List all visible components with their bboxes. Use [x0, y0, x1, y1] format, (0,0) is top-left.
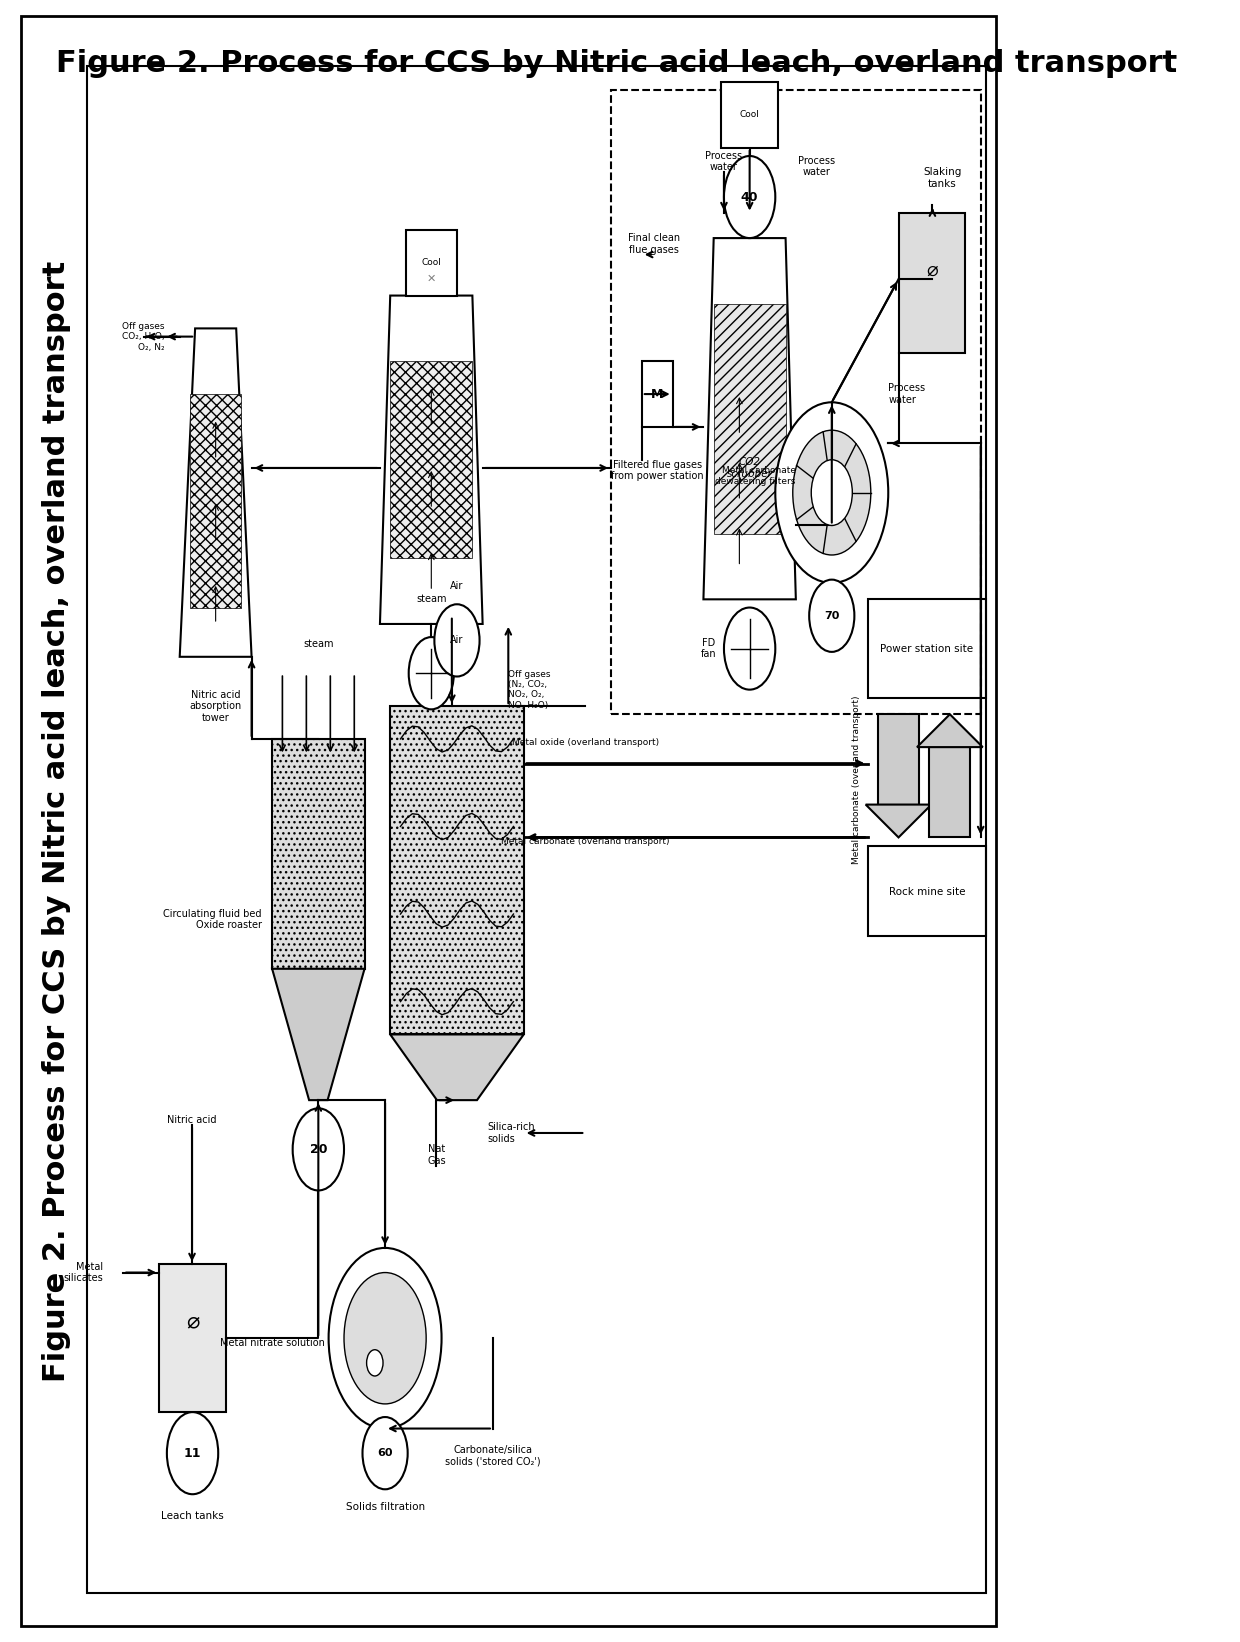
Text: ⌀: ⌀: [926, 261, 937, 279]
Polygon shape: [180, 328, 252, 657]
Text: Final clean
flue gases: Final clean flue gases: [629, 233, 681, 255]
Polygon shape: [866, 805, 931, 837]
Text: 70: 70: [825, 611, 839, 621]
Text: Nitric acid: Nitric acid: [167, 1115, 217, 1125]
Text: Slaking
tanks: Slaking tanks: [923, 167, 961, 189]
Bar: [642, 361, 672, 427]
Bar: [720, 82, 779, 148]
Text: Filtered flue gases
from power station: Filtered flue gases from power station: [611, 460, 703, 481]
Circle shape: [367, 1350, 383, 1376]
Bar: [272, 739, 365, 969]
Bar: [159, 1264, 226, 1412]
Text: FD
fan: FD fan: [701, 637, 717, 660]
Text: Circulating fluid bed
Oxide roaster: Circulating fluid bed Oxide roaster: [164, 908, 262, 931]
Circle shape: [343, 1273, 427, 1404]
Polygon shape: [918, 714, 983, 747]
Text: Air: Air: [450, 581, 464, 591]
Text: Nat
Gas: Nat Gas: [427, 1144, 445, 1166]
Text: Metal carbonate
dewatering filters: Metal carbonate dewatering filters: [715, 466, 796, 486]
Bar: [929, 747, 971, 837]
Text: Rock mine site: Rock mine site: [889, 887, 965, 897]
Text: Cool: Cool: [422, 258, 441, 268]
Bar: [391, 706, 523, 1034]
Text: Leach tanks: Leach tanks: [161, 1511, 224, 1520]
Text: 11: 11: [184, 1447, 201, 1460]
Text: Figure 2. Process for CCS by Nitric acid leach, overland transport: Figure 2. Process for CCS by Nitric acid…: [42, 261, 71, 1381]
Bar: [87, 66, 986, 1593]
Bar: [868, 599, 986, 698]
Text: Metal
silicates: Metal silicates: [63, 1261, 103, 1284]
Bar: [899, 213, 965, 353]
Text: Carbonate/silica
solids ('stored CO₂'): Carbonate/silica solids ('stored CO₂'): [445, 1445, 541, 1466]
Polygon shape: [391, 1034, 523, 1100]
Circle shape: [775, 402, 888, 583]
Circle shape: [724, 156, 775, 238]
Text: steam: steam: [303, 639, 334, 649]
Text: ✕: ✕: [427, 274, 436, 284]
Text: Nitric acid
absorption
tower: Nitric acid absorption tower: [190, 690, 242, 722]
Text: CO2
scrubber: CO2 scrubber: [727, 456, 773, 479]
Text: 60: 60: [377, 1448, 393, 1458]
Circle shape: [329, 1248, 441, 1429]
Text: Solids filtration: Solids filtration: [346, 1502, 424, 1512]
Polygon shape: [703, 238, 796, 599]
Circle shape: [167, 1412, 218, 1494]
Polygon shape: [379, 296, 482, 624]
Bar: [714, 304, 786, 534]
Text: Metal nitrate solution: Metal nitrate solution: [219, 1338, 325, 1348]
Text: Off gases
CO₂, H₂O,
O₂, N₂: Off gases CO₂, H₂O, O₂, N₂: [122, 322, 165, 351]
Text: M: M: [651, 388, 663, 401]
Text: 20: 20: [310, 1143, 327, 1156]
Text: Metal carbonate (overland transport): Metal carbonate (overland transport): [852, 696, 861, 864]
Text: Process
water: Process water: [888, 383, 925, 406]
Text: Silica-rich
solids: Silica-rich solids: [487, 1121, 536, 1144]
Text: ⌀: ⌀: [186, 1312, 200, 1332]
Text: Metal carbonate (overland transport): Metal carbonate (overland transport): [501, 837, 670, 846]
Bar: [405, 230, 458, 296]
Text: Cool: Cool: [740, 110, 760, 120]
Text: Figure 2. Process for CCS by Nitric acid leach, overland transport: Figure 2. Process for CCS by Nitric acid…: [57, 49, 1178, 79]
Bar: [190, 394, 242, 608]
Bar: [868, 846, 986, 936]
Text: Process
water: Process water: [706, 151, 743, 172]
Text: 40: 40: [740, 190, 759, 204]
Circle shape: [792, 430, 870, 555]
Circle shape: [409, 637, 454, 709]
Text: Off gases
(N₂, CO₂,
NO₂, O₂,
NO, H₂O): Off gases (N₂, CO₂, NO₂, O₂, NO, H₂O): [508, 670, 551, 709]
Circle shape: [724, 608, 775, 690]
Circle shape: [811, 460, 852, 525]
Bar: [611, 90, 981, 714]
Circle shape: [810, 580, 854, 652]
Circle shape: [293, 1108, 343, 1190]
Polygon shape: [272, 969, 365, 1100]
Text: Metal oxide (overland transport): Metal oxide (overland transport): [512, 739, 658, 747]
Text: steam: steam: [417, 594, 446, 604]
Circle shape: [434, 604, 480, 677]
Text: Process
water: Process water: [797, 156, 835, 177]
Text: Power station site: Power station site: [880, 644, 973, 654]
Text: Air: Air: [450, 635, 464, 645]
Bar: [391, 361, 472, 558]
Circle shape: [362, 1417, 408, 1489]
Bar: [878, 714, 919, 805]
